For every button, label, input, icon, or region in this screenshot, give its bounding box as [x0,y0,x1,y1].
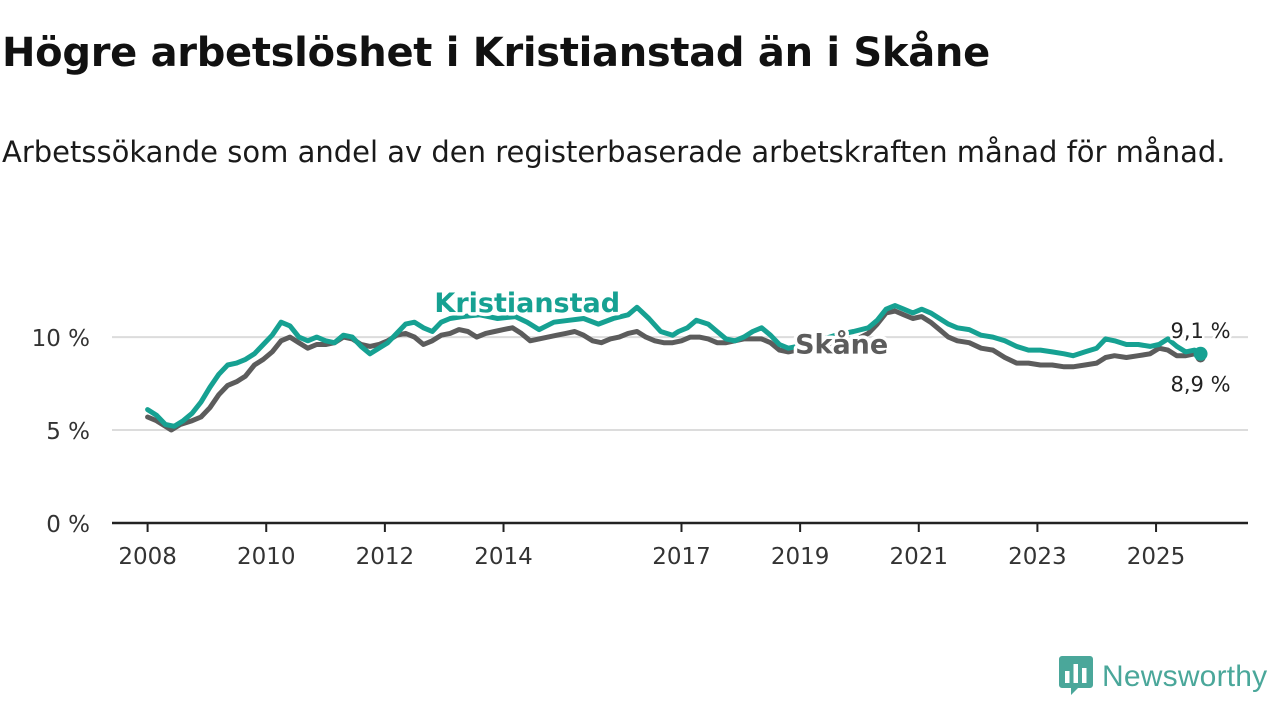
gridlines [112,336,1248,432]
series-label-kristianstad: Kristianstad [434,288,620,319]
x-tick-label: 2019 [771,544,830,570]
x-tick-label: 2021 [889,544,948,570]
x-tick-label: 2012 [356,544,415,570]
series-labels: Kristianstad Skåne 9,1 % 8,9 % [431,285,1233,399]
series-line-kristianstad [145,303,1203,429]
y-tick-label: 10 % [32,326,90,352]
brand-name: Newsworthy [1102,660,1268,693]
end-value-label-skane: 8,9 % [1171,373,1231,397]
series-label-skane: Skåne [795,328,888,360]
chart-subtitle: Arbetssökande som andel av den registerb… [2,135,1226,169]
end-value-label-kristianstad: 9,1 % [1171,319,1231,343]
series-lines [145,303,1208,433]
x-tick-label: 2017 [652,544,711,570]
brand: Newsworthy [1058,654,1267,700]
x-tick-label: 2023 [1008,544,1067,570]
chart-title: Högre arbetslöshet i Kristianstad än i S… [2,30,990,76]
y-tick-label: 5 % [46,419,90,445]
x-axis: 2008 2010 2012 2014 2017 2019 2021 2023 2025 [112,521,1248,570]
end-point-kristianstad [1193,346,1208,361]
x-tick-label: 2014 [474,544,533,570]
y-tick-label: 0 % [46,512,90,538]
newsworthy-logo-icon [1058,654,1094,700]
series-line-skane [145,308,1203,433]
x-tick-label: 2025 [1127,544,1186,570]
x-tick-label: 2010 [237,544,296,570]
x-tick-label: 2008 [118,544,177,570]
y-axis: 0 % 5 % 10 % [32,326,90,538]
